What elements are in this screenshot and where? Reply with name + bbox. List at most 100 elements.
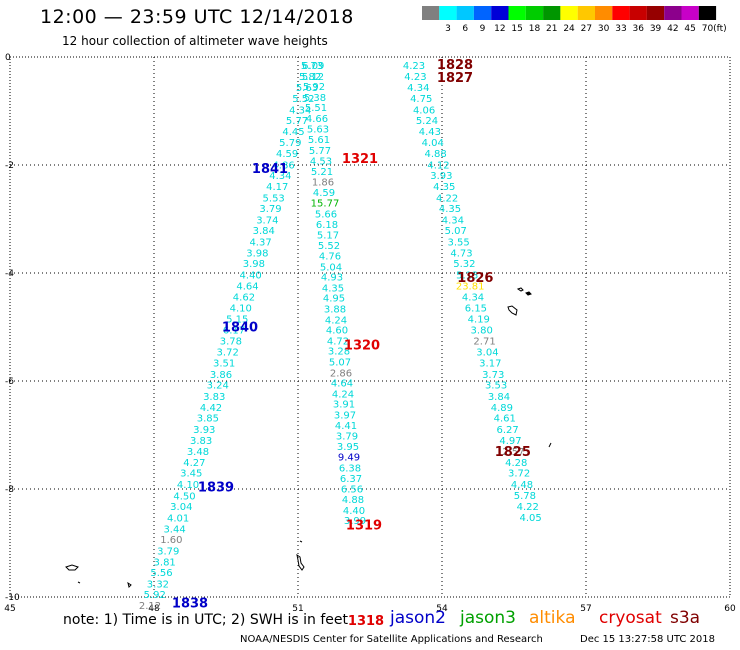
wave-height-label: 4.53 bbox=[310, 157, 332, 168]
wave-height-label: 4.59 bbox=[313, 188, 335, 199]
wave-height-label: 5.13 bbox=[456, 271, 478, 282]
wave-height-label: 4.86 bbox=[272, 160, 294, 171]
island-outline bbox=[65, 564, 79, 571]
satellite-altika: altika bbox=[529, 608, 576, 628]
credit-line: NOAA/NESDIS Center for Satellite Applica… bbox=[240, 634, 543, 645]
wave-height-label: 3.72 bbox=[217, 348, 239, 359]
wave-height-label: 4.48 bbox=[511, 480, 533, 491]
wave-height-label: 3.97 bbox=[334, 410, 356, 421]
legend-label: 36 bbox=[633, 24, 645, 34]
wave-height-label: 4.24 bbox=[332, 389, 354, 400]
legend-label: 3 bbox=[445, 24, 451, 34]
wave-height-label: 3.48 bbox=[187, 447, 209, 458]
wave-height-label: 6.27 bbox=[496, 425, 518, 436]
wave-height-label: 3.91 bbox=[333, 400, 355, 411]
island-outline bbox=[299, 540, 303, 543]
wave-height-label: 2.57 bbox=[502, 447, 524, 458]
lon-label: 48 bbox=[148, 604, 160, 614]
lat-label: -6 bbox=[5, 377, 14, 387]
pass-time-label: 1828 bbox=[437, 58, 473, 73]
lon-label: 57 bbox=[580, 604, 591, 614]
legend-swatch bbox=[577, 6, 595, 20]
wave-height-label: 3.86 bbox=[210, 370, 232, 381]
wave-height-label: 4.10 bbox=[230, 303, 252, 314]
wave-height-label: 6.15 bbox=[465, 303, 487, 314]
legend-label: 27 bbox=[581, 24, 592, 34]
legend-label: 21 bbox=[546, 24, 557, 34]
wave-height-label: 5.77 bbox=[286, 116, 308, 127]
wave-height-label: 5.52 bbox=[292, 94, 314, 105]
lon-label: 45 bbox=[4, 604, 15, 614]
wave-height-label: 5.77 bbox=[309, 146, 331, 157]
wave-height-label: 2.86 bbox=[330, 368, 352, 379]
wave-height-label: 3.51 bbox=[213, 359, 235, 370]
wave-height-label: 3.79 bbox=[336, 431, 358, 442]
wave-height-label: 5.04 bbox=[320, 262, 342, 273]
satellite-jason3: jason3 bbox=[460, 608, 516, 628]
wave-height-label: 4.50 bbox=[173, 491, 195, 502]
wave-height-label: 4.35 bbox=[322, 283, 344, 294]
pass-time-label: 1840 bbox=[222, 320, 258, 335]
wave-height-label: 3.84 bbox=[253, 226, 275, 237]
wave-height-label: 3.53 bbox=[485, 381, 507, 392]
wave-height-label: 5.61 bbox=[308, 135, 330, 146]
wave-height-label: 6.09 bbox=[302, 61, 324, 72]
wave-height-label: 4.17 bbox=[266, 182, 288, 193]
wave-height-label: 5.21 bbox=[311, 167, 333, 178]
wave-height-label: 4.64 bbox=[331, 379, 353, 390]
wave-height-label: 5.53 bbox=[263, 193, 285, 204]
wave-height-label: 4.45 bbox=[282, 127, 304, 138]
legend-swatch bbox=[612, 6, 630, 20]
wave-height-label: 4.43 bbox=[419, 127, 441, 138]
island-outline bbox=[296, 553, 305, 571]
legend-swatch bbox=[422, 6, 440, 20]
wave-height-label: 3.79 bbox=[259, 204, 281, 215]
island-outline bbox=[77, 581, 81, 584]
wave-height-label: 4.72 bbox=[327, 336, 349, 347]
wave-height-label: 4.37 bbox=[249, 238, 271, 249]
wave-height-label: 6.17 bbox=[223, 326, 245, 337]
legend-unit: (ft) bbox=[713, 24, 727, 34]
lon-label: 51 bbox=[292, 604, 303, 614]
wave-height-label: 4.75 bbox=[410, 94, 432, 105]
wave-height-label: 4.61 bbox=[494, 414, 516, 425]
legend-label: 30 bbox=[598, 24, 610, 34]
wave-height-label: 4.76 bbox=[319, 252, 341, 263]
wave-height-label: 5.32 bbox=[453, 259, 475, 270]
pass-time-label: 1841 bbox=[252, 162, 288, 177]
legend-swatch bbox=[473, 6, 492, 20]
legend-swatch bbox=[698, 6, 717, 20]
wave-height-label: 5.63 bbox=[307, 125, 329, 136]
legend-label: 12 bbox=[494, 24, 505, 34]
wave-height-label: 2.71 bbox=[473, 336, 495, 347]
wave-height-label: 3.79 bbox=[157, 546, 179, 557]
legend-swatch bbox=[595, 6, 613, 20]
wave-height-label: 3.83 bbox=[203, 392, 225, 403]
map-frame bbox=[9, 56, 731, 598]
legend-swatch bbox=[491, 6, 509, 20]
wave-height-label: 2.12 bbox=[139, 601, 161, 612]
wave-height-label: 5.07 bbox=[445, 226, 467, 237]
wave-height-label: 1.86 bbox=[312, 178, 334, 189]
footer-note: note: 1) Time is in UTC; 2) SWH is in fe… bbox=[63, 612, 349, 628]
wave-height-label: 3.44 bbox=[163, 524, 185, 535]
wave-height-label: 4.34 bbox=[407, 83, 429, 94]
wave-height-label: 4.88 bbox=[424, 149, 446, 160]
legend-swatch bbox=[629, 6, 647, 20]
wave-height-label: 5.92 bbox=[144, 590, 166, 601]
wave-height-label: 4.34 bbox=[462, 293, 484, 304]
pass-time-label: 1838 bbox=[172, 596, 208, 611]
wave-height-label: 4.05 bbox=[520, 513, 542, 524]
wave-height-label: 4.12 bbox=[427, 160, 449, 171]
legend-swatch bbox=[439, 6, 457, 20]
wave-height-label: 3.93 bbox=[430, 171, 452, 182]
wave-height-label: 6.56 bbox=[341, 484, 363, 495]
wave-height-label: 4.40 bbox=[240, 271, 262, 282]
lat-label: -2 bbox=[5, 161, 14, 171]
wave-height-label: 5.17 bbox=[317, 231, 339, 242]
wave-height-label: 3.80 bbox=[471, 326, 493, 337]
lat-label: -10 bbox=[5, 593, 20, 603]
legend-label: 42 bbox=[667, 24, 678, 34]
wave-height-label: 4.97 bbox=[499, 436, 521, 447]
